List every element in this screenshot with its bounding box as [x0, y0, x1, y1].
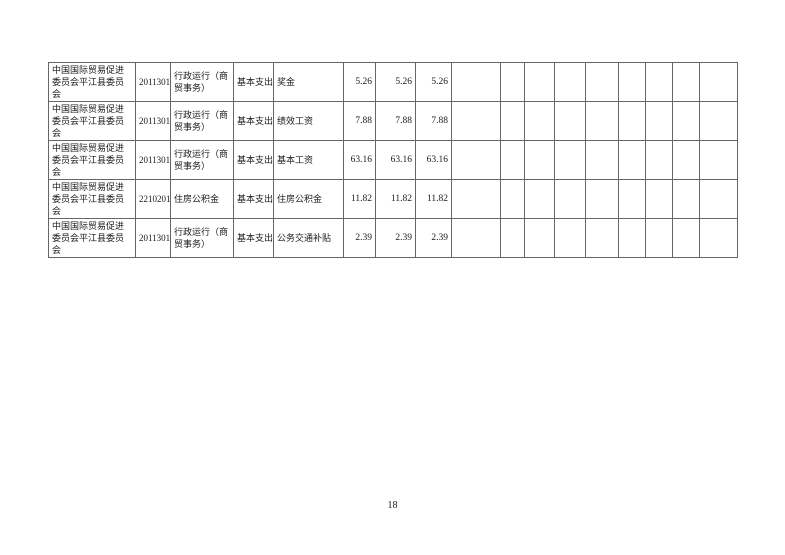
amount-cell: 5.26	[375, 62, 416, 102]
function-cell: 行政运行（商贸事务）	[170, 101, 234, 141]
table-row: 中国国际贸易促进委员会平江县委员会 2011301 行政运行（商贸事务） 基本支…	[48, 140, 738, 180]
org-cell: 中国国际贸易促进委员会平江县委员会	[48, 101, 136, 141]
empty-cell	[524, 101, 555, 141]
amount-cell: 2.39	[375, 218, 416, 258]
item-cell: 住房公积金	[273, 179, 344, 219]
expense-type-cell: 基本支出	[233, 62, 274, 102]
code-cell: 2011301	[135, 101, 171, 141]
amount-cell: 63.16	[343, 140, 376, 180]
amount-cell: 2.39	[343, 218, 376, 258]
empty-cell	[524, 140, 555, 180]
org-cell: 中国国际贸易促进委员会平江县委员会	[48, 62, 136, 102]
empty-cell	[500, 62, 525, 102]
empty-cell	[500, 101, 525, 141]
function-cell: 行政运行（商贸事务）	[170, 218, 234, 258]
org-cell: 中国国际贸易促进委员会平江县委员会	[48, 179, 136, 219]
empty-cell	[672, 179, 700, 219]
empty-cell	[585, 179, 619, 219]
empty-cell	[554, 179, 586, 219]
function-cell: 行政运行（商贸事务）	[170, 140, 234, 180]
empty-cell	[672, 101, 700, 141]
empty-cell	[554, 101, 586, 141]
empty-cell	[645, 140, 673, 180]
item-cell: 基本工资	[273, 140, 344, 180]
empty-cell	[524, 218, 555, 258]
amount-cell: 5.26	[343, 62, 376, 102]
code-cell: 2210201	[135, 179, 171, 219]
amount-cell: 11.82	[343, 179, 376, 219]
expense-type-cell: 基本支出	[233, 140, 274, 180]
empty-cell	[500, 179, 525, 219]
empty-cell	[672, 218, 700, 258]
empty-cell	[500, 140, 525, 180]
empty-cell	[645, 179, 673, 219]
code-cell: 2011301	[135, 140, 171, 180]
empty-cell	[500, 218, 525, 258]
empty-cell	[585, 101, 619, 141]
empty-cell	[699, 62, 738, 102]
code-cell: 2011301	[135, 218, 171, 258]
empty-cell	[585, 140, 619, 180]
amount-cell: 63.16	[415, 140, 452, 180]
expense-type-cell: 基本支出	[233, 179, 274, 219]
function-cell: 行政运行（商贸事务）	[170, 62, 234, 102]
empty-cell	[618, 218, 646, 258]
empty-cell	[524, 179, 555, 219]
code-cell: 2011301	[135, 62, 171, 102]
empty-cell	[699, 179, 738, 219]
empty-cell	[645, 101, 673, 141]
table-row: 中国国际贸易促进委员会平江县委员会 2011301 行政运行（商贸事务） 基本支…	[48, 218, 738, 258]
item-cell: 奖金	[273, 62, 344, 102]
amount-cell: 11.82	[415, 179, 452, 219]
empty-cell	[451, 101, 501, 141]
empty-cell	[524, 62, 555, 102]
amount-cell: 5.26	[415, 62, 452, 102]
org-cell: 中国国际贸易促进委员会平江县委员会	[48, 218, 136, 258]
empty-cell	[554, 140, 586, 180]
empty-cell	[699, 140, 738, 180]
amount-cell: 7.88	[343, 101, 376, 141]
empty-cell	[645, 218, 673, 258]
empty-cell	[672, 62, 700, 102]
empty-cell	[451, 218, 501, 258]
function-cell: 住房公积金	[170, 179, 234, 219]
item-cell: 绩效工资	[273, 101, 344, 141]
table-row: 中国国际贸易促进委员会平江县委员会 2011301 行政运行（商贸事务） 基本支…	[48, 62, 738, 102]
budget-table: 中国国际贸易促进委员会平江县委员会 2011301 行政运行（商贸事务） 基本支…	[48, 62, 738, 258]
empty-cell	[618, 179, 646, 219]
amount-cell: 63.16	[375, 140, 416, 180]
empty-cell	[699, 218, 738, 258]
amount-cell: 2.39	[415, 218, 452, 258]
amount-cell: 7.88	[415, 101, 452, 141]
empty-cell	[699, 101, 738, 141]
page-number: 18	[387, 500, 398, 511]
item-cell: 公务交通补贴	[273, 218, 344, 258]
empty-cell	[451, 140, 501, 180]
empty-cell	[451, 179, 501, 219]
org-cell: 中国国际贸易促进委员会平江县委员会	[48, 140, 136, 180]
empty-cell	[645, 62, 673, 102]
empty-cell	[672, 140, 700, 180]
amount-cell: 7.88	[375, 101, 416, 141]
empty-cell	[451, 62, 501, 102]
table-row: 中国国际贸易促进委员会平江县委员会 2210201 住房公积金 基本支出 住房公…	[48, 179, 738, 219]
expense-type-cell: 基本支出	[233, 218, 274, 258]
amount-cell: 11.82	[375, 179, 416, 219]
empty-cell	[618, 62, 646, 102]
empty-cell	[618, 140, 646, 180]
empty-cell	[554, 218, 586, 258]
table-row: 中国国际贸易促进委员会平江县委员会 2011301 行政运行（商贸事务） 基本支…	[48, 101, 738, 141]
empty-cell	[554, 62, 586, 102]
empty-cell	[618, 101, 646, 141]
empty-cell	[585, 218, 619, 258]
expense-type-cell: 基本支出	[233, 101, 274, 141]
empty-cell	[585, 62, 619, 102]
